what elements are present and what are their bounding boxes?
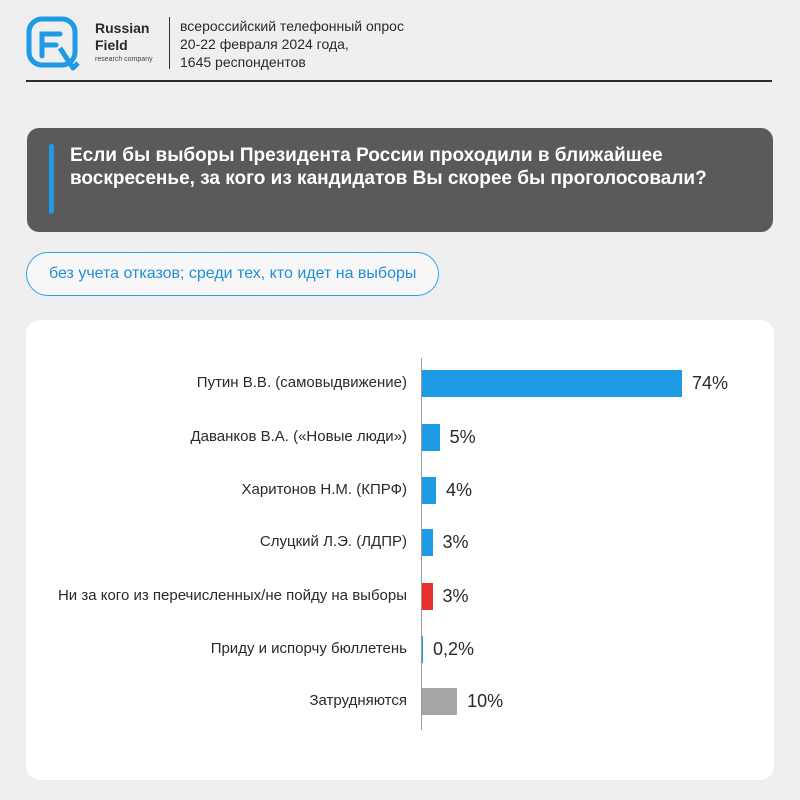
survey-line-2: 20-22 февраля 2024 года, [180,36,349,52]
survey-line-3: 1645 респондентов [180,54,306,70]
bar [422,582,433,610]
value-label: 3% [442,532,469,552]
header: Russian Field research company всероссий… [0,0,800,82]
brand-line-2: Field [95,37,128,53]
category-label: Ни за кого из перечисленных/не пойду на … [57,587,407,604]
header-rule [26,80,772,82]
bar [422,528,433,556]
bar [422,476,437,504]
category-label: Путин В.В. (самовыдвижение) [196,374,407,391]
brand-tagline: research company [95,56,153,63]
question-box: Если бы выборы Президента России проходи… [27,128,773,232]
bar [422,687,458,715]
survey-info: всероссийский телефонный опрос 20-22 фев… [180,17,404,71]
value-label: 0,2% [433,639,475,659]
russian-field-logo [26,16,80,71]
brand-name: Russian Field research company [95,20,153,65]
value-label: 10% [467,691,504,711]
value-label: 74% [692,373,729,393]
question-text: Если бы выборы Президента России проходи… [70,145,707,189]
chart-axis [421,358,422,730]
header-divider [169,17,170,69]
category-label: Слуцкий Л.Э. (ЛДПР) [259,533,407,550]
chart-card [26,320,774,780]
category-label: Приду и испорчу бюллетень [210,640,407,657]
value-label: 4% [446,480,473,500]
brand-line-1: Russian [95,20,150,36]
question-accent-bar [49,144,54,214]
bar [422,635,423,663]
survey-line-1: всероссийский телефонный опрос [180,18,404,34]
value-label: 3% [442,586,469,606]
bar [422,369,682,397]
value-label: 5% [449,427,476,447]
filter-note: без учета отказов; среди тех, кто идет н… [26,252,440,296]
category-label: Даванков В.А. («Новые люди») [190,428,407,445]
category-label: Харитонов Н.М. (КПРФ) [241,481,407,498]
category-label: Затрудняются [309,692,407,709]
bar [422,423,440,451]
